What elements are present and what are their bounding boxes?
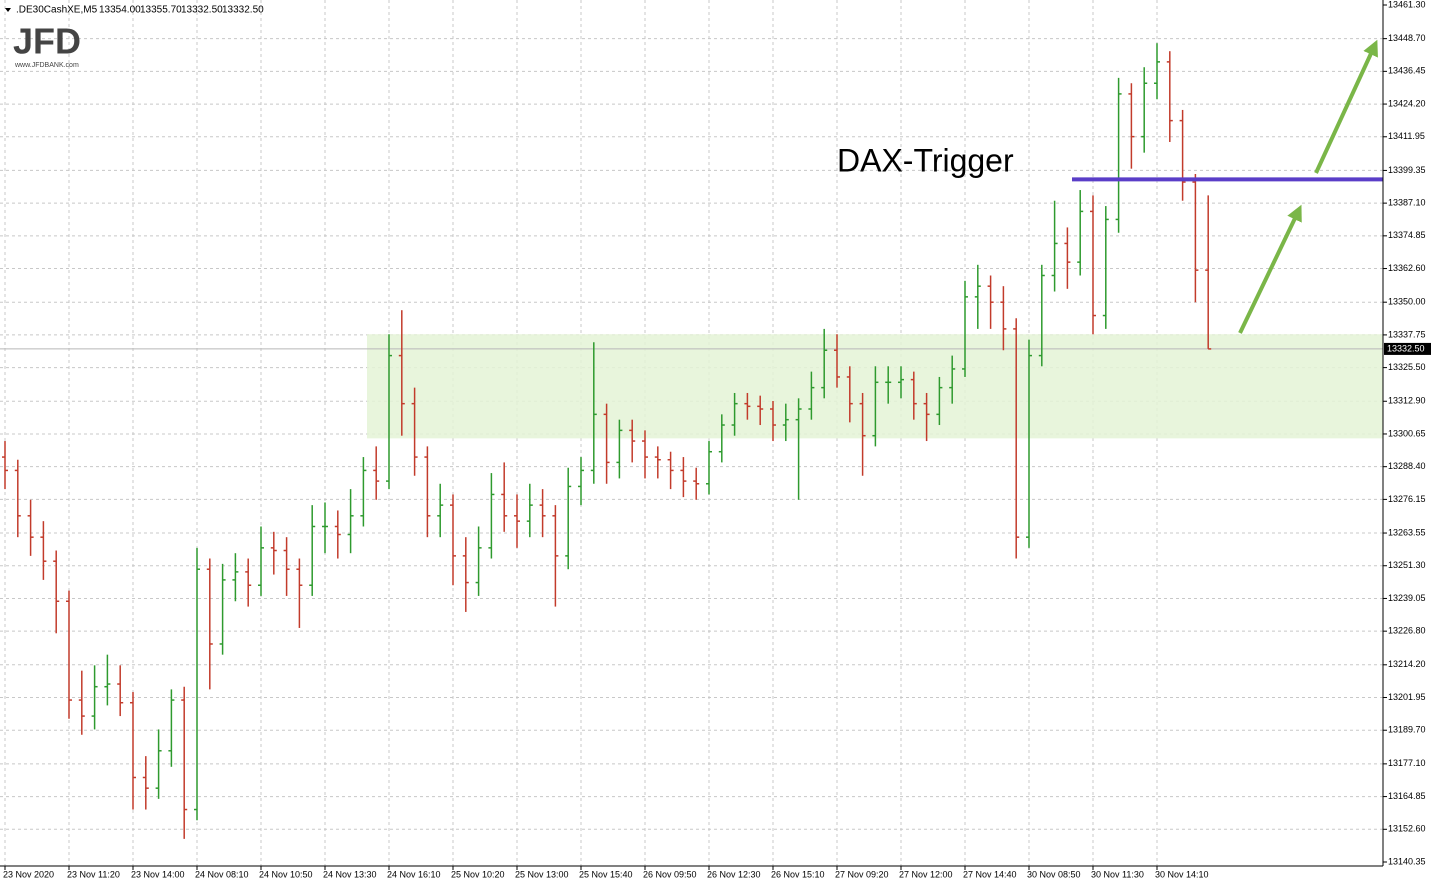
y-tick-label: 13164.85 [1388,791,1426,801]
x-tick-label: 25 Nov 15:40 [579,869,633,879]
header-high: 13355.70 [140,5,182,16]
x-tick-label: 30 Nov 08:50 [1027,869,1081,879]
y-tick-label: 13325.50 [1388,362,1426,372]
y-tick-label: 13201.95 [1388,692,1426,702]
y-tick-label: 13239.05 [1388,593,1426,603]
y-tick-label: 13276.15 [1388,494,1426,504]
header-close: 13332.50 [222,5,264,16]
y-tick-label: 13177.10 [1388,758,1426,768]
y-tick-label: 13337.75 [1388,329,1426,339]
y-tick-label: 13140.35 [1388,856,1426,866]
x-tick-label: 26 Nov 12:30 [707,869,761,879]
y-tick-label: 13312.90 [1388,396,1426,406]
x-tick-label: 30 Nov 14:10 [1155,869,1209,879]
x-tick-label: 25 Nov 13:00 [515,869,569,879]
axes: 13140.35 13152.60 13164.85 13177.10 13189.70… [3,0,1431,879]
x-tick-label: 30 Nov 11:30 [1091,869,1144,879]
y-tick-label: 13387.10 [1388,198,1426,208]
x-tick-label: 23 Nov 2020 [3,869,54,879]
last-price-tag [1384,342,1431,355]
x-tick-label: 26 Nov 15:10 [771,869,825,879]
y-tick-label: 13374.85 [1388,230,1426,240]
y-tick-label: 13362.60 [1388,263,1426,273]
y-tick-label: 13263.55 [1388,527,1426,537]
last-price-label: 13332.50 [1387,343,1425,353]
bars [2,43,1212,839]
y-tick-label: 13399.35 [1388,165,1426,175]
y-tick-label: 13189.70 [1388,725,1426,735]
x-tick-label: 26 Nov 09:50 [643,869,697,879]
y-tick-label: 13411.95 [1388,131,1425,141]
x-tick-label: 23 Nov 11:20 [67,869,120,879]
x-tick-label: 24 Nov 10:50 [259,869,313,879]
y-tick-label: 13436.45 [1388,66,1426,76]
x-tick-label: 23 Nov 14:00 [131,869,185,879]
y-tick-label: 13350.00 [1388,297,1426,307]
x-tick-label: 24 Nov 16:10 [387,869,441,879]
arrow [1314,39,1378,174]
y-tick-label: 13300.65 [1388,428,1426,438]
y-tick-label: 13448.70 [1388,33,1426,43]
menu-triangle [5,8,11,12]
y-tick-label: 13461.30 [1388,0,1426,9]
y-tick-label: 13226.80 [1388,626,1426,636]
y-tick-label: 13251.30 [1388,560,1426,570]
arrow [1238,204,1302,334]
x-tick-label: 27 Nov 09:20 [835,869,889,879]
header-open: 13354.00 [99,5,141,16]
x-tick-label: 24 Nov 13:30 [323,869,377,879]
logo-url: www.JFDBANK.com [14,62,79,69]
y-tick-label: 13424.20 [1388,98,1426,108]
symbol: .DE30CashXE,M5 [16,5,98,16]
x-tick-label: 25 Nov 10:20 [451,869,505,879]
y-tick-label: 13214.20 [1388,659,1426,669]
logo: JFD [13,21,81,62]
header-low: 13332.50 [181,5,223,16]
y-tick-label: 13152.60 [1388,824,1426,834]
x-tick-label: 24 Nov 08:10 [195,869,249,879]
x-tick-label: 27 Nov 12:00 [899,869,953,879]
y-tick-label: 13288.40 [1388,461,1426,471]
annotation: DAX-Trigger [837,142,1014,178]
x-tick-label: 27 Nov 14:40 [963,869,1017,879]
